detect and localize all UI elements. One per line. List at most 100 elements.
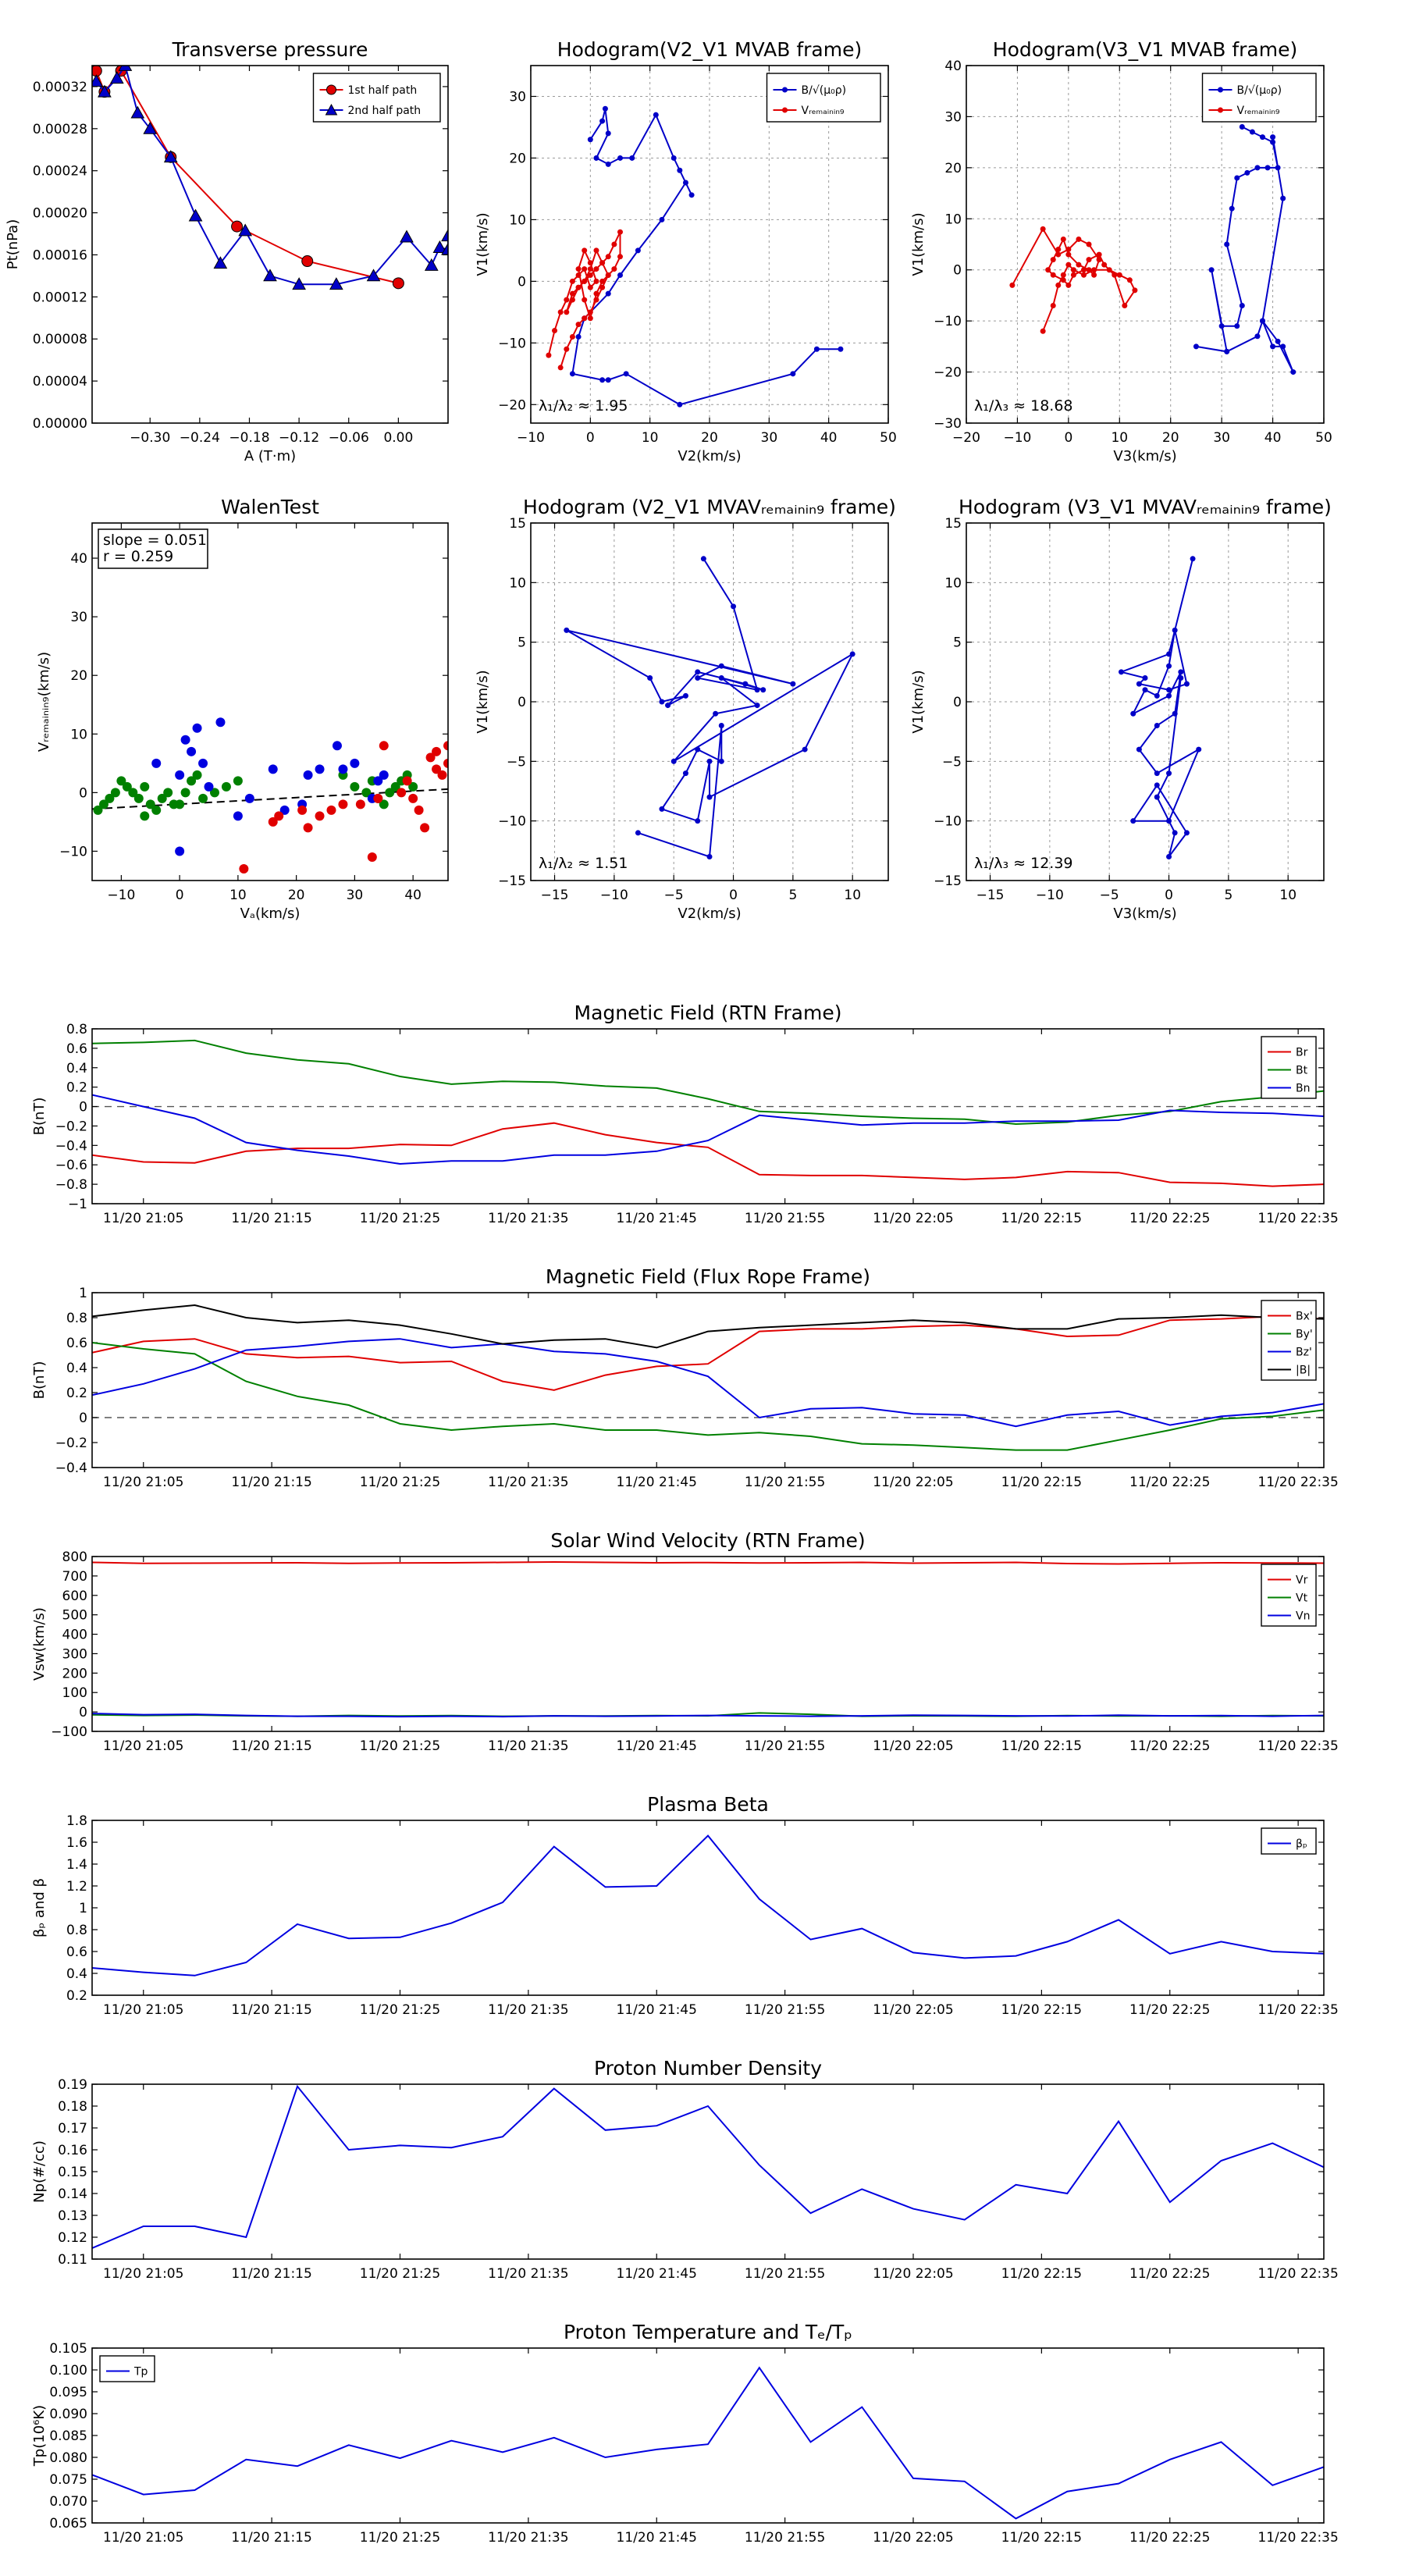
data-point <box>599 377 606 383</box>
plot-frame <box>91 2083 1325 2260</box>
x-tick-label: −0.30 <box>130 430 170 446</box>
data-point <box>713 710 719 717</box>
y-tick-label: 10 <box>509 212 526 228</box>
data-point <box>350 758 360 768</box>
x-tick-label: 11/20 22:25 <box>1129 2266 1210 2282</box>
data-point <box>175 799 185 809</box>
plot-area <box>92 1834 1324 1976</box>
data-point <box>665 703 671 709</box>
data-point <box>629 155 635 161</box>
y-tick-label: −1 <box>68 1197 87 1212</box>
data-point <box>441 229 448 242</box>
series-line-1 <box>92 1342 1324 1451</box>
data-point <box>1244 169 1250 176</box>
x-tick-label: 11/20 21:35 <box>488 2002 568 2018</box>
data-point <box>849 651 855 657</box>
y-tick-label: 40 <box>944 59 962 74</box>
data-point <box>379 741 389 751</box>
data-point <box>670 758 677 764</box>
x-tick-label: 11/20 21:25 <box>360 2266 440 2282</box>
legend: Tp <box>99 2355 155 2382</box>
series-line-2 <box>92 1094 1324 1165</box>
x-tick-label: 11/20 21:45 <box>617 2266 697 2282</box>
data-point <box>315 764 325 774</box>
data-point <box>695 669 701 675</box>
data-point <box>379 770 389 780</box>
data-point <box>569 333 575 340</box>
y-tick-label: 0.4 <box>66 1966 87 1982</box>
data-point <box>1060 236 1066 242</box>
x-tick-label: 11/20 22:05 <box>873 2266 953 2282</box>
data-point <box>575 322 582 328</box>
x-tick-label: 11/20 21:35 <box>488 2530 568 2546</box>
series-line-0 <box>1196 126 1294 373</box>
legend-label: Br <box>1296 1047 1308 1059</box>
y-tick-label: −30 <box>934 416 962 432</box>
data-point <box>593 278 599 284</box>
x-tick-label: −10 <box>600 888 628 903</box>
legend-label: |B| <box>1296 1364 1311 1377</box>
series-line-3 <box>92 1304 1324 1349</box>
data-point <box>192 770 202 780</box>
y-tick-label: −15 <box>934 873 962 889</box>
data-point <box>569 297 575 303</box>
x-tick-label: 11/20 22:25 <box>1129 2002 1210 2018</box>
x-tick-label: −10 <box>517 430 545 446</box>
y-tick-label: 0.12 <box>58 2230 87 2246</box>
y-tick-label: 0.100 <box>49 2363 87 2379</box>
data-point <box>175 770 185 780</box>
plot-frame <box>530 522 889 881</box>
x-tick-label: 11/20 21:35 <box>488 2266 568 2282</box>
data-point <box>1086 257 1092 263</box>
data-point <box>1254 165 1261 171</box>
legend-label: By' <box>1296 1329 1313 1341</box>
series-line-2 <box>92 1713 1324 1718</box>
y-tick-label: 1.6 <box>66 1835 87 1851</box>
data-point <box>582 266 588 272</box>
series-line-0 <box>92 2366 1324 2520</box>
x-tick-label: 11/20 21:05 <box>103 2266 183 2282</box>
data-point <box>274 811 284 821</box>
data-point <box>1154 794 1160 800</box>
chart-h4: Hodogram (V3_V1 MVAVᵣₑₘₐᵢₙᵢₙ₉ frame)−15−… <box>910 496 1332 922</box>
x-tick-label: 11/20 22:35 <box>1257 2266 1338 2282</box>
chart-vel: Solar Wind Velocity (RTN Frame) −100 0 100 2… <box>31 1529 1339 1754</box>
data-point <box>587 260 593 266</box>
x-axis-label: V3(km/s) <box>1113 448 1176 464</box>
legend-marker <box>782 87 788 93</box>
data-point <box>118 66 133 71</box>
data-point <box>390 781 400 792</box>
data-point <box>443 741 448 751</box>
x-tick-label: 11/20 21:05 <box>103 1475 183 1490</box>
x-tick-label: 11/20 22:15 <box>1001 2530 1082 2546</box>
data-point <box>1166 692 1172 699</box>
data-point <box>400 229 414 243</box>
ratio-annotation: λ₁/λ₂ ≈ 1.95 <box>539 397 628 415</box>
data-point <box>1172 710 1178 717</box>
y-axis-label: B(nT) <box>31 1361 48 1400</box>
x-tick-label: 11/20 22:05 <box>873 2002 953 2018</box>
data-point <box>361 788 372 798</box>
data-point <box>611 241 617 247</box>
data-point <box>116 776 126 786</box>
y-tick-label: 0.00008 <box>33 332 87 347</box>
fit-line <box>92 788 448 810</box>
data-point <box>1224 348 1230 354</box>
data-point <box>587 315 593 322</box>
y-tick-label: −5 <box>942 754 962 770</box>
y-tick-label: 10 <box>70 727 87 742</box>
y-tick-label: −10 <box>59 844 87 859</box>
y-tick-label: 0 <box>518 274 526 290</box>
data-point <box>151 758 162 768</box>
data-point <box>653 112 659 118</box>
data-point <box>688 192 695 198</box>
chart-title: Hodogram (V2_V1 MVAVᵣₑₘₐᵢₙᵢₙ₉ frame) <box>523 496 896 518</box>
data-point <box>587 309 593 315</box>
stats-box <box>98 528 208 569</box>
chart-title: Transverse pressure <box>172 38 368 61</box>
data-point <box>1045 267 1051 273</box>
plot-frame <box>966 522 1325 881</box>
y-tick-label: 0.00000 <box>33 416 87 432</box>
legend-label: Vt <box>1296 1592 1308 1605</box>
x-tick-label: 5 <box>1224 888 1232 903</box>
